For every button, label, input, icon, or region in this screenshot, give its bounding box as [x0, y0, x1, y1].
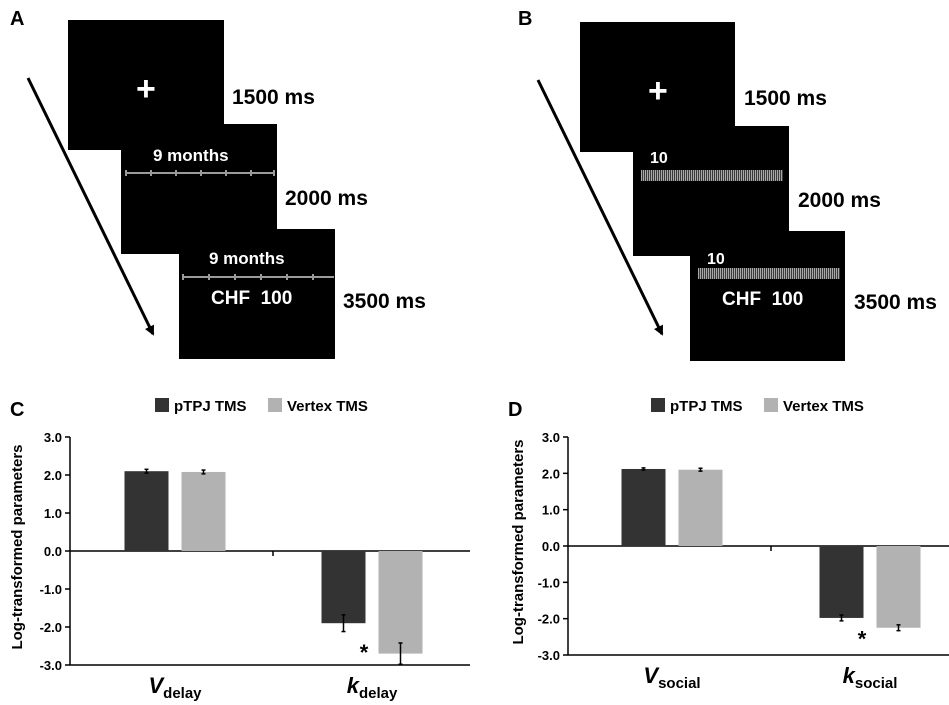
y-tick-label: 3.0 [44, 430, 62, 445]
social-distance-scale [641, 170, 783, 181]
amount-label: CHF 100 [211, 288, 293, 309]
legend-label: pTPJ TMS [670, 398, 743, 415]
bar [819, 546, 864, 618]
panel-a-letter: A [10, 8, 25, 30]
panel-letter: C [10, 399, 24, 421]
bar [378, 551, 423, 654]
x-category-label: kdelay [347, 673, 398, 702]
legend-swatch [764, 398, 778, 412]
bar [621, 468, 666, 546]
y-tick-label: -2.0 [538, 612, 560, 627]
y-tick-label: -3.0 [538, 648, 560, 663]
bar [124, 471, 169, 551]
y-tick-label: -3.0 [40, 658, 62, 673]
amount-label: CHF 100 [722, 289, 804, 310]
fixation-cross: + [648, 72, 668, 110]
x-category-label: Vdelay [148, 673, 202, 702]
x-category-label: ksocial [843, 663, 898, 692]
y-tick-label: 1.0 [542, 503, 560, 518]
y-tick-label: -1.0 [40, 582, 62, 597]
y-tick-label: 3.0 [542, 430, 560, 445]
y-tick-label: 1.0 [44, 506, 62, 521]
panel-b-time-3: 3500 ms [854, 291, 937, 314]
legend-label: Vertex TMS [287, 398, 368, 415]
y-tick-label: 2.0 [542, 466, 560, 481]
panel-b-time-2: 2000 ms [798, 189, 881, 212]
y-tick-label: -1.0 [538, 575, 560, 590]
panel-a-time-3: 3500 ms [343, 290, 426, 313]
panel-b-choice-screen: 10 CHF 100 [690, 231, 845, 361]
social-distance-scale [698, 268, 840, 279]
y-tick-label: 0.0 [44, 544, 62, 559]
y-tick-label: 2.0 [44, 468, 62, 483]
y-tick-label: 0.0 [542, 539, 560, 554]
legend-swatch [651, 398, 665, 412]
bar [678, 469, 723, 546]
bar [321, 551, 366, 624]
y-axis-label: Log-transformed parameters [9, 444, 26, 649]
panel-a-time-1: 1500 ms [232, 86, 315, 109]
panel-b-letter: B [518, 8, 533, 30]
social-distance-label: 10 [707, 251, 725, 268]
y-axis-label: Log-transformed parameters [510, 439, 527, 644]
bar [876, 546, 921, 628]
delay-timeline [182, 274, 334, 280]
y-tick-label: -2.0 [40, 620, 62, 635]
panel-a-choice-screen: 9 months CHF 100 [179, 229, 335, 359]
x-category-label: Vsocial [643, 663, 700, 692]
legend-label: Vertex TMS [783, 398, 864, 415]
panel-b-time-1: 1500 ms [744, 87, 827, 110]
legend-swatch [155, 398, 169, 412]
panel-a-time-2: 2000 ms [285, 187, 368, 210]
significance-star: * [360, 640, 369, 665]
social-distance-label: 10 [650, 150, 668, 167]
bar [181, 471, 226, 551]
fixation-cross: + [136, 70, 156, 108]
legend-label: pTPJ TMS [174, 398, 247, 415]
legend-swatch [268, 398, 282, 412]
panel-letter: D [508, 399, 522, 421]
delay-timeline [125, 170, 275, 176]
delay-label: 9 months [209, 249, 285, 268]
significance-star: * [858, 627, 867, 652]
delay-label: 9 months [153, 146, 229, 165]
